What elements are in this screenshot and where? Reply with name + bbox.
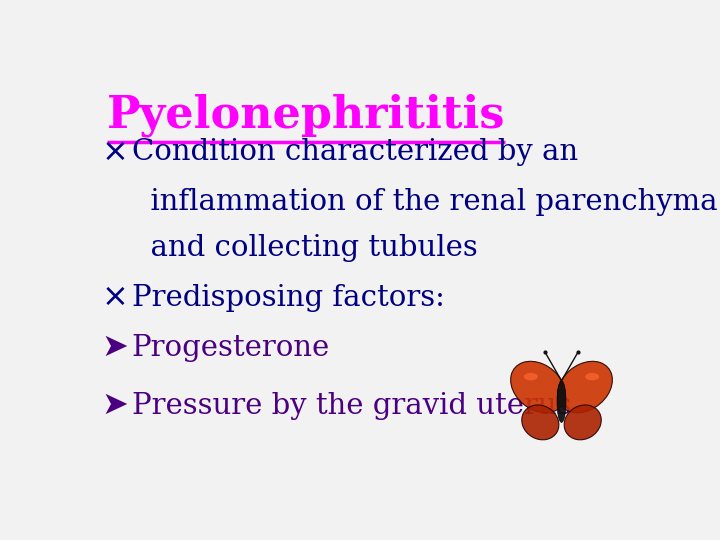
Ellipse shape: [564, 405, 601, 440]
Ellipse shape: [522, 405, 559, 440]
Text: Pressure by the gravid uterus: Pressure by the gravid uterus: [132, 392, 572, 420]
Text: Progesterone: Progesterone: [132, 334, 330, 362]
Ellipse shape: [557, 361, 613, 413]
Text: Predisposing factors:: Predisposing factors:: [132, 284, 445, 312]
Text: ➤: ➤: [101, 390, 128, 421]
Text: Condition characterized by an: Condition characterized by an: [132, 138, 578, 166]
Text: inflammation of the renal parenchyma: inflammation of the renal parenchyma: [132, 188, 717, 216]
Text: ⨯: ⨯: [101, 282, 128, 313]
Ellipse shape: [510, 361, 565, 413]
Text: and collecting tubules: and collecting tubules: [132, 234, 477, 262]
Text: ⨯: ⨯: [101, 137, 128, 167]
Ellipse shape: [524, 373, 538, 380]
Text: ➤: ➤: [101, 332, 128, 363]
Ellipse shape: [557, 381, 566, 422]
Ellipse shape: [585, 373, 599, 380]
Text: Pyelonephrititis: Pyelonephrititis: [107, 94, 505, 137]
